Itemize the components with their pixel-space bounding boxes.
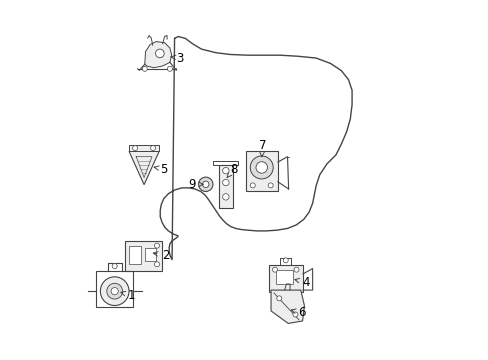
Circle shape (222, 194, 228, 200)
Circle shape (222, 167, 228, 174)
Circle shape (198, 177, 212, 192)
Text: 2: 2 (153, 249, 169, 262)
Circle shape (142, 66, 147, 71)
Circle shape (292, 312, 297, 317)
Circle shape (100, 277, 129, 306)
Circle shape (155, 49, 164, 58)
Circle shape (255, 162, 267, 173)
Text: 8: 8 (226, 163, 237, 177)
Bar (145, 248, 156, 261)
Polygon shape (144, 41, 171, 68)
Circle shape (112, 264, 117, 269)
Circle shape (272, 267, 277, 272)
Text: 4: 4 (294, 276, 309, 289)
Polygon shape (270, 290, 304, 323)
Text: 3: 3 (170, 51, 183, 64)
Text: 9: 9 (188, 178, 203, 191)
Circle shape (154, 243, 159, 248)
Bar (218, 165, 233, 208)
Circle shape (202, 181, 208, 188)
Text: 6: 6 (291, 306, 305, 319)
Bar (275, 270, 292, 284)
Text: 7: 7 (258, 139, 265, 157)
Circle shape (150, 145, 155, 150)
Circle shape (132, 145, 137, 150)
Circle shape (283, 258, 287, 263)
Circle shape (167, 66, 172, 71)
Circle shape (250, 156, 273, 179)
Bar (245, 151, 277, 191)
Circle shape (154, 262, 159, 267)
Bar (129, 246, 140, 264)
Circle shape (293, 267, 298, 272)
Circle shape (222, 179, 228, 186)
Circle shape (106, 283, 122, 299)
Bar (124, 241, 162, 271)
Circle shape (111, 288, 118, 295)
Text: 1: 1 (121, 289, 135, 302)
Bar (96, 271, 133, 307)
Bar (268, 265, 303, 292)
Bar (129, 145, 159, 151)
Circle shape (276, 296, 281, 301)
Circle shape (267, 183, 273, 188)
Text: 5: 5 (154, 163, 167, 176)
Polygon shape (129, 151, 159, 185)
Circle shape (250, 183, 255, 188)
